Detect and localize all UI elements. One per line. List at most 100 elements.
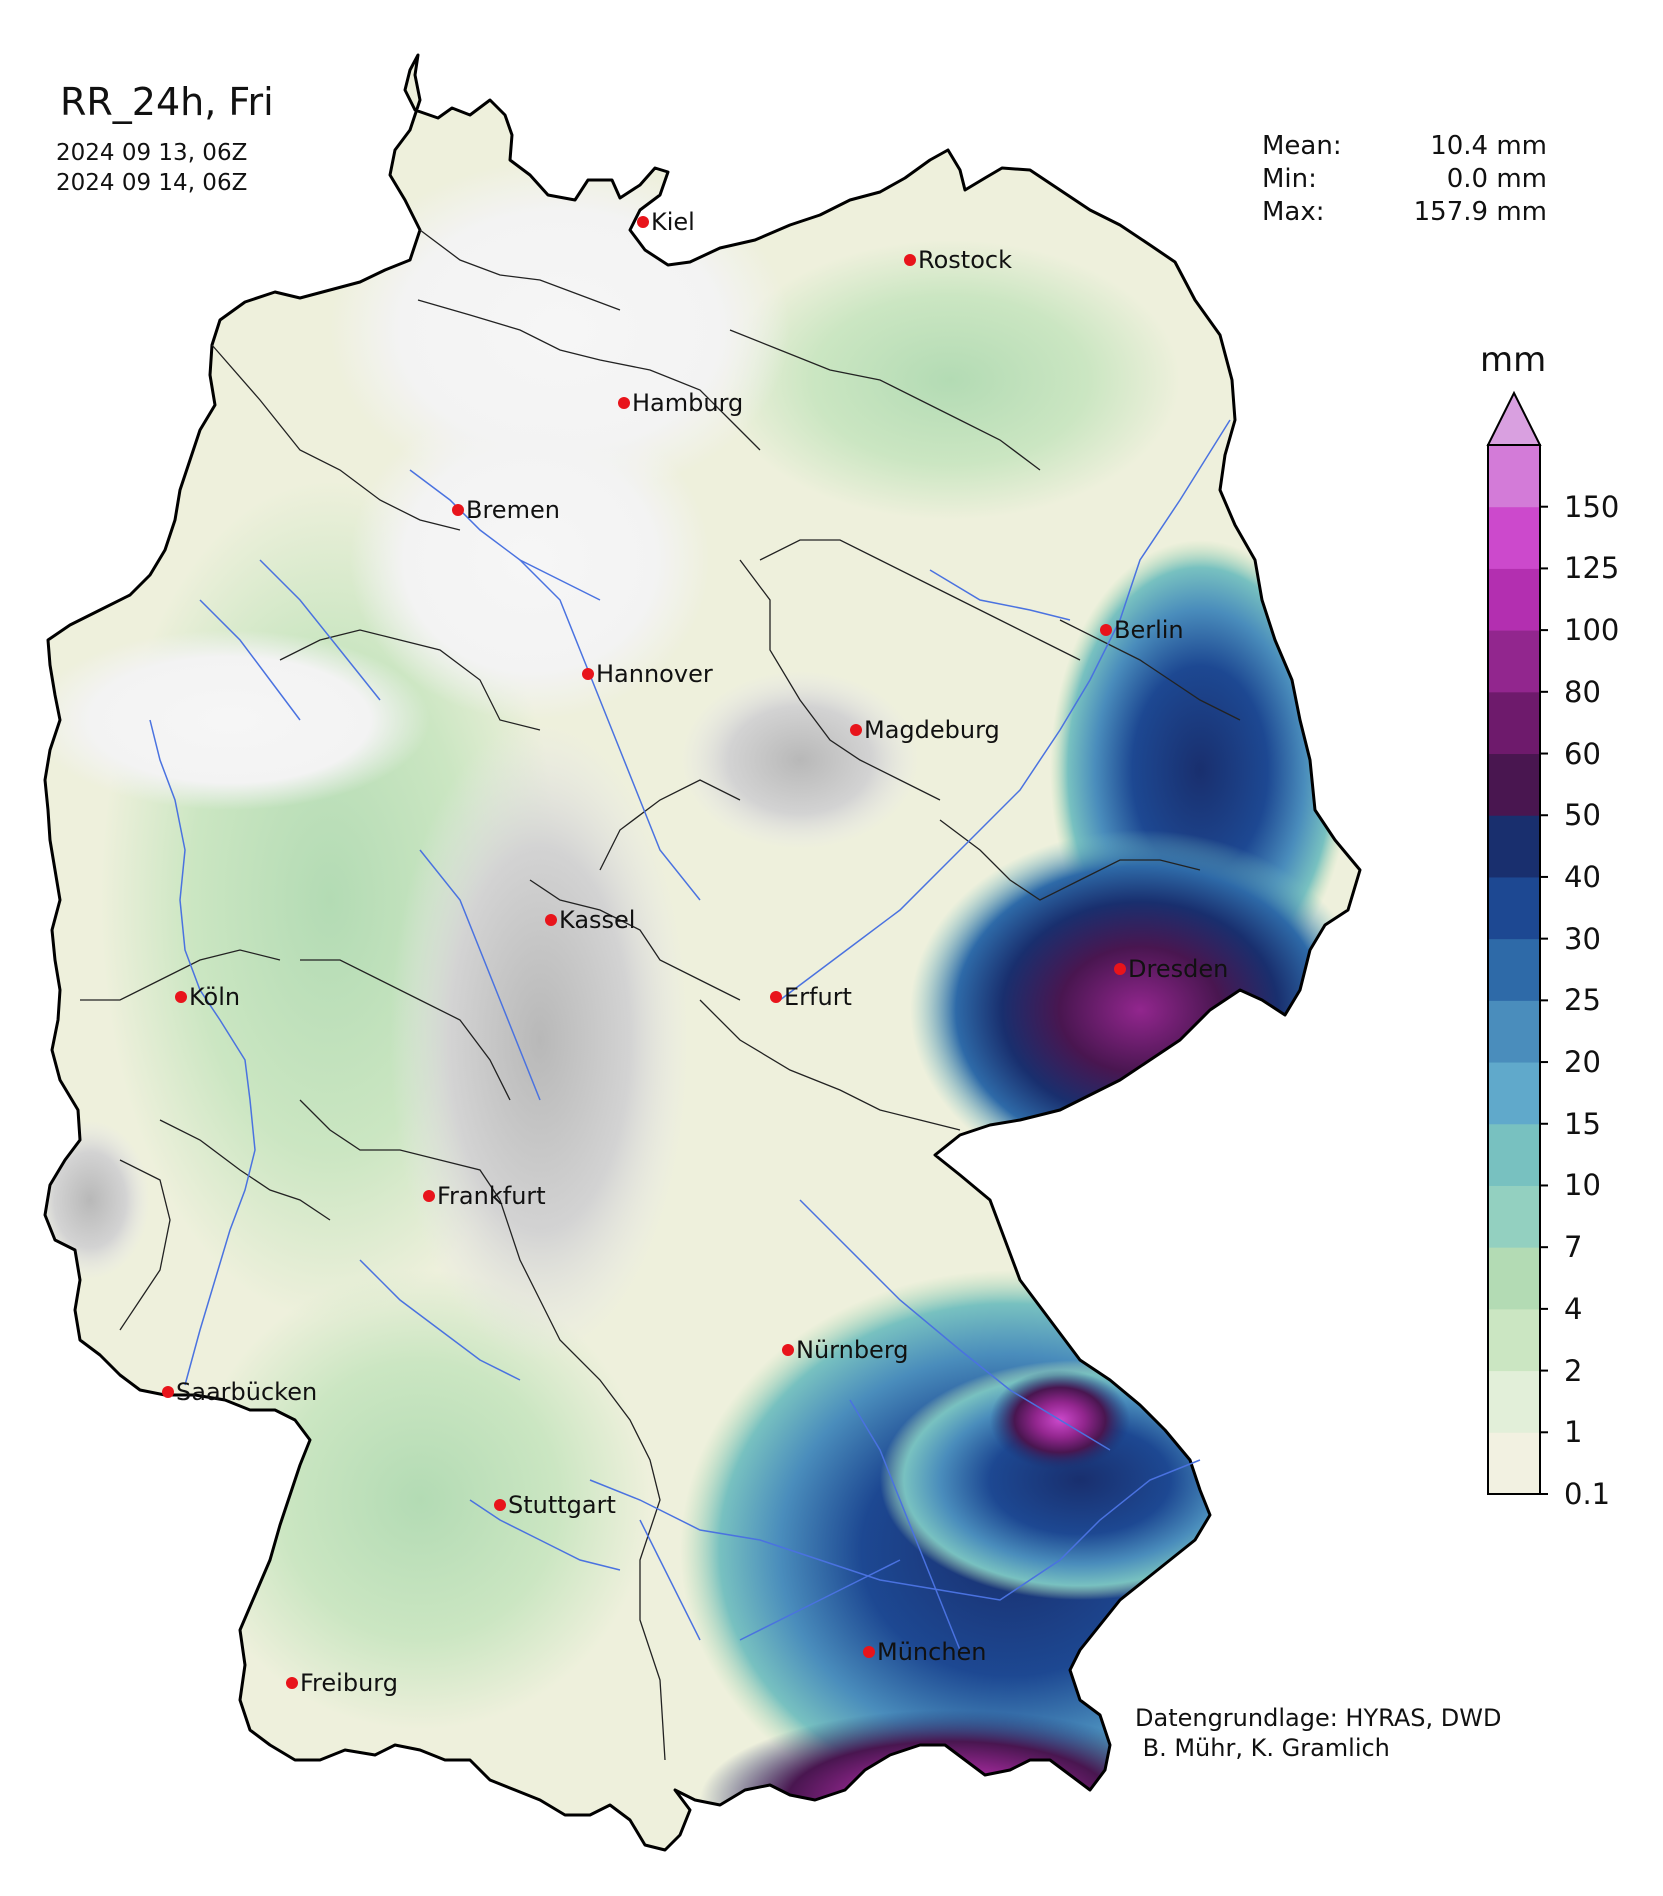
city-marker-berlin <box>1100 624 1112 636</box>
colorbar-bin-5 <box>1488 1123 1540 1186</box>
city-marker-hamburg <box>618 397 630 409</box>
state-border-10 <box>599 779 741 871</box>
city-marker-kln <box>175 991 187 1003</box>
colorbar-bin-16 <box>1488 445 1540 508</box>
river-12 <box>849 1399 961 1651</box>
city-saarbcken: Saarbücken <box>162 1378 317 1406</box>
city-label-mnchen: München <box>877 1638 987 1666</box>
city-dresden: Dresden <box>1114 955 1228 983</box>
city-marker-erfurt <box>770 991 782 1003</box>
stat-mean: Mean: 10.4 mm <box>1262 131 1547 161</box>
river-8 <box>639 1519 701 1641</box>
city-label-freiburg: Freiburg <box>300 1669 398 1697</box>
colorbar-tick-label: 30 <box>1564 921 1601 956</box>
colorbar-bin-11 <box>1488 753 1540 816</box>
city-marker-kiel <box>637 216 649 228</box>
colorbar-bin-3 <box>1488 1247 1540 1310</box>
river-2 <box>779 419 1231 1001</box>
city-marker-stuttgart <box>494 1499 506 1511</box>
credit-authors: B. Mühr, K. Gramlich <box>1135 1734 1390 1762</box>
state-border-15 <box>159 1119 331 1221</box>
colorbar-extend-arrow <box>1486 390 1542 446</box>
river-14 <box>469 1499 621 1571</box>
colorbar-bin-6 <box>1488 1062 1540 1125</box>
city-label-magdeburg: Magdeburg <box>864 716 1000 744</box>
colorbar-tick-label: 15 <box>1564 1106 1601 1141</box>
city-label-saarbcken: Saarbücken <box>176 1378 317 1406</box>
river-3 <box>519 559 701 901</box>
state-border-7 <box>1059 619 1241 721</box>
colorbar-tick-label: 1 <box>1564 1415 1583 1450</box>
colorbar-tick-label: 10 <box>1564 1168 1601 1203</box>
city-label-frankfurt: Frankfurt <box>437 1182 546 1210</box>
colorbar-tick-label: 0.1 <box>1564 1477 1611 1511</box>
city-label-berlin: Berlin <box>1114 616 1184 644</box>
state-border-17 <box>80 949 281 1001</box>
city-hamburg: Hamburg <box>618 389 743 417</box>
city-label-stuttgart: Stuttgart <box>508 1491 616 1519</box>
state-border-11 <box>699 999 961 1131</box>
state-border-3 <box>211 344 461 531</box>
river-0 <box>149 719 256 1386</box>
city-kassel: Kassel <box>545 906 635 934</box>
colorbar-bin-12 <box>1488 691 1540 755</box>
colorbar-tick-label: 40 <box>1564 859 1601 894</box>
state-border-9 <box>529 879 741 1001</box>
city-freiburg: Freiburg <box>286 1669 398 1697</box>
river-6 <box>799 1199 1111 1451</box>
city-label-kln: Köln <box>189 983 240 1011</box>
city-layer: Kiel Rostock Hamburg Bremen Berlin Hannover Ma… <box>162 208 1228 1697</box>
state-border-6 <box>759 539 1081 661</box>
colorbar-bin-4 <box>1488 1185 1540 1248</box>
river-11 <box>929 569 1071 621</box>
map-title: RR_24h, Fri <box>60 80 274 124</box>
colorbar-tick-label: 50 <box>1564 798 1601 833</box>
city-label-dresden: Dresden <box>1128 955 1228 983</box>
city-marker-frankfurt <box>423 1190 435 1202</box>
colorbar-bin-2 <box>1488 1308 1540 1372</box>
state-border-4 <box>279 629 541 731</box>
city-bremen: Bremen <box>452 496 560 524</box>
colorbar-unit-label: mm <box>1480 340 1547 380</box>
colorbar-bin-1 <box>1488 1370 1540 1433</box>
colorbar-tick-label: 2 <box>1564 1353 1583 1388</box>
city-mnchen: München <box>863 1638 987 1666</box>
colorbar-tick-label: 7 <box>1564 1230 1583 1265</box>
start-date: 2024 09 13, 06Z <box>56 140 248 166</box>
city-marker-magdeburg <box>850 724 862 736</box>
colorbar-tick-label: 25 <box>1564 983 1601 1018</box>
city-marker-mnchen <box>863 1646 875 1658</box>
city-berlin: Berlin <box>1100 616 1184 644</box>
city-marker-rostock <box>904 254 916 266</box>
state-border-8 <box>939 819 1201 901</box>
colorbar-tick-label: 60 <box>1564 736 1601 771</box>
colorbar-bin-8 <box>1488 938 1540 1001</box>
city-label-kassel: Kassel <box>559 906 635 934</box>
river-5 <box>409 469 601 601</box>
city-marker-freiburg <box>286 1677 298 1689</box>
city-label-erfurt: Erfurt <box>784 983 852 1011</box>
city-label-nrnberg: Nürnberg <box>796 1336 909 1364</box>
city-rostock: Rostock <box>904 246 1012 274</box>
colorbar-bin-13 <box>1488 630 1540 693</box>
stat-min: Min: 0.0 mm <box>1262 164 1547 194</box>
city-marker-dresden <box>1114 963 1126 975</box>
city-kiel: Kiel <box>637 208 695 236</box>
colorbar-frame <box>1487 444 1541 1495</box>
state-border-14 <box>499 1199 666 1761</box>
stat-max: Max: 157.9 mm <box>1262 197 1547 227</box>
state-border-0 <box>417 299 761 451</box>
city-label-rostock: Rostock <box>918 246 1012 274</box>
river-7 <box>739 1559 901 1641</box>
city-label-hamburg: Hamburg <box>632 389 743 417</box>
germany-border <box>43 53 1362 1852</box>
credits: Datengrundlage: HYRAS, DWD B. Mühr, K. G… <box>1135 1703 1501 1763</box>
city-marker-bremen <box>452 504 464 516</box>
city-magdeburg: Magdeburg <box>850 716 1000 744</box>
city-hannover: Hannover <box>582 660 713 688</box>
state-border-12 <box>300 959 511 1101</box>
state-border-13 <box>299 1099 501 1201</box>
river-1 <box>589 1459 1201 1601</box>
